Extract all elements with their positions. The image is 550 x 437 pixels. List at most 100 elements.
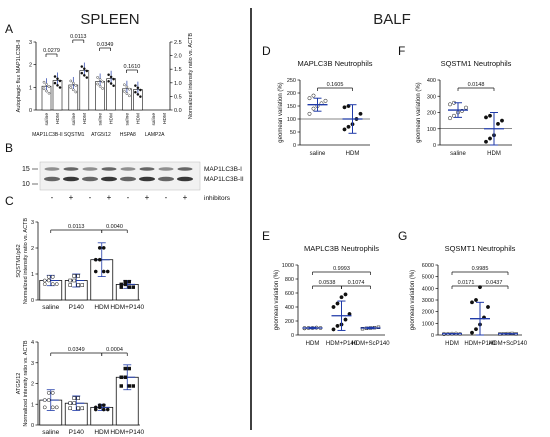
blot-band-lc3b-ii [82, 176, 98, 182]
chart-d-point [307, 96, 312, 101]
chart-a-point [45, 83, 48, 86]
blot-band-lc3b-i [44, 167, 60, 171]
chart-c-atg512-pvalue: 0.0349 [68, 347, 85, 353]
chart-c-atg512-point [42, 398, 47, 402]
chart-c-atg512-y-tick-label: 2 [31, 382, 34, 388]
chart-a-point [83, 67, 86, 71]
chart-c-sqstm1-point [72, 278, 76, 283]
chart-e-x-tick-label: HDM [306, 341, 320, 347]
chart-c-sqstm1-point [123, 279, 127, 284]
chart-f-y-tick-label: 200 [427, 111, 436, 117]
chart-a-y2-tick-label: 1.5 [174, 67, 182, 73]
chart-a-point [125, 92, 129, 95]
chart-a-group-label: ATG5/12 [91, 132, 111, 138]
blot-label-lc3b-i: MAP1LC3B-I [204, 166, 242, 173]
chart-a-point [98, 84, 102, 88]
chart-f-point [484, 139, 488, 144]
chart-c-sqstm1-point [131, 285, 135, 289]
chart-e-x-tick-label: HDM+ScP140 [351, 341, 390, 347]
chart-c-atg512-point [72, 401, 76, 405]
chart-a-y2-label: Normalized intensity ratio vs. ACTB [188, 33, 194, 120]
chart-g-point [470, 330, 474, 335]
spleen-title: SPLEEN [80, 11, 139, 28]
blot-band-lc3b-i [101, 167, 117, 171]
chart-f-x-tick-label: HDM [487, 151, 501, 157]
chart-a-point [80, 65, 84, 68]
chart-c-atg512-point [76, 396, 80, 400]
chart-e-y-tick-label: 1000 [282, 263, 294, 269]
chart-c-sqstm1-point [97, 246, 102, 250]
chart-c-sqstm1-x-tick-label: HDM [94, 304, 109, 311]
chart-c-atg512-point [119, 375, 123, 380]
blot-band-lc3b-ii [120, 176, 136, 182]
chart-a-condition-label: HDM [109, 113, 115, 124]
chart-a-point [53, 81, 57, 85]
chart-f-y-tick-label: 300 [427, 94, 436, 100]
panel-letter-g: G [398, 229, 407, 243]
chart-c-sqstm1-point [46, 275, 51, 279]
blot-inhibitor-sign: + [183, 193, 188, 202]
chart-c-atg512-point [50, 390, 55, 395]
chart-d-y-tick-label: 0 [293, 143, 296, 149]
chart-c-sqstm1-y-tick-label: 3 [31, 220, 34, 226]
chart-a-point [112, 77, 115, 81]
chart-g-y-tick-label: 0 [431, 333, 434, 339]
chart-f-point [484, 115, 488, 120]
chart-g-pvalue: 0.9985 [472, 266, 489, 272]
chart-c-sqstm1-point [76, 283, 80, 287]
chart-c-atg512-point [105, 407, 110, 412]
blot-band-lc3b-ii [44, 176, 60, 182]
chart-c-sqstm1-point [93, 269, 98, 274]
chart-a-group-label: HSPA8 [120, 132, 136, 138]
chart-c-sqstm1-pvalue: 0.0113 [68, 224, 84, 230]
chart-f-y-tick-label: 100 [427, 127, 436, 133]
chart-c-atg512-point [123, 366, 127, 371]
chart-g-title: SQSMT1 Neutrophils [445, 244, 516, 253]
chart-d-point [323, 98, 328, 103]
chart-c-sqstm1-point [72, 274, 76, 278]
chart-c-atg512-y-tick-label: 1 [31, 402, 34, 408]
chart-c-sqstm1-point [42, 278, 47, 283]
blot-band-lc3b-ii [101, 176, 117, 182]
chart-a-y-tick-label: 1 [29, 85, 32, 91]
chart-g-x-tick-label: HDM+ScP140 [489, 341, 528, 347]
blot-membrane [39, 161, 201, 191]
chart-d-point [342, 105, 347, 110]
chart-c-atg512-y-tick-label: 4 [31, 340, 34, 346]
blot-band-lc3b-ii [158, 176, 174, 182]
chart-a-point [45, 89, 48, 93]
chart-d-point [342, 127, 347, 132]
blot-band-lc3b-ii [177, 176, 193, 182]
chart-c-atg512-y-tick-label: 0 [31, 423, 34, 429]
chart-c-sqstm1-point [105, 269, 110, 274]
chart-c-atg512-point [127, 366, 131, 371]
chart-a-point [47, 91, 51, 95]
chart-a-pvalue: 0.1610 [123, 64, 140, 70]
chart-e-point [343, 292, 348, 297]
chart-c-sqstm1: 0 1 2 3 SQSTM1/p62 Normalized intensity ratio… [16, 218, 145, 311]
chart-g-pvalue: 0.0171 [458, 280, 475, 286]
chart-g-x-tick-label: HDM+P140 [464, 341, 496, 347]
chart-g-pvalue: 0.0437 [486, 280, 503, 286]
chart-e-pvalue: 0.0538 [319, 280, 336, 286]
chart-c-atg512-point [42, 405, 47, 410]
chart-d-y-label: geomean variation (%) [278, 82, 284, 142]
chart-c-atg512-point [80, 406, 84, 411]
chart-a-y2-tick-label: 1.0 [174, 81, 182, 87]
chart-g-y-tick-label: 1000 [422, 321, 434, 327]
blot-mw-15: 15 [22, 166, 30, 173]
chart-c-sqstm1-point [68, 278, 72, 283]
blot-inhibitor-sign: - [165, 193, 168, 202]
chart-a-y-label: Autophagic flux MAP1LC3B-II [16, 39, 22, 112]
chart-d-y-tick-label: 150 [287, 104, 296, 110]
chart-c-atg512-point [72, 396, 76, 400]
chart-a-point [134, 84, 137, 87]
chart-c-sqstm1-x-tick-label: saline [42, 304, 59, 311]
chart-a-point [85, 69, 89, 73]
blot-inhibitor-sign: - [51, 193, 54, 202]
chart-f-point [500, 118, 504, 123]
blot-band-lc3b-ii [139, 176, 155, 182]
chart-c-sqstm1-x-tick-label: HDM+P140 [110, 304, 144, 311]
chart-c-atg512-point [101, 403, 106, 408]
